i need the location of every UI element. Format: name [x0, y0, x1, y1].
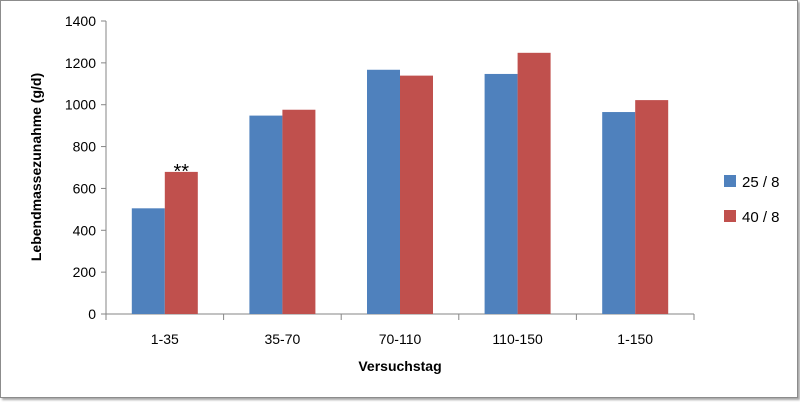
bar-258-70-110: [367, 69, 400, 314]
bar-258-1-35: [131, 208, 165, 314]
y-tick-label: 0: [88, 306, 96, 322]
x-tick-label: 1-35: [151, 331, 179, 347]
x-tick-label: 70-110: [379, 331, 422, 347]
annotations: **: [174, 161, 190, 183]
x-tick-label: 1-150: [617, 331, 653, 347]
legend-label: 40 / 8: [742, 209, 780, 226]
bar-258-110-150: [484, 73, 518, 315]
y-tick-label: 400: [73, 222, 97, 238]
significance-annotation: **: [174, 161, 190, 183]
y-axis-title: Lebendmassezunahme (g/d): [28, 73, 44, 261]
x-tick-label: 35-70: [264, 331, 300, 347]
x-axis-title: Versuchstag: [358, 358, 441, 374]
bars: [131, 52, 669, 315]
y-tick-label: 1000: [65, 97, 96, 113]
x-ticks: 1-35 35-70 70-110 110-150 1-150: [105, 314, 695, 347]
legend-swatch: [724, 175, 736, 187]
bar-408-110-150: [517, 52, 551, 314]
bar-408-1-150: [635, 100, 669, 314]
bar-408-70-110: [400, 75, 433, 315]
x-tick-label: 110-150: [492, 331, 543, 347]
y-ticks: 0 200 400 600 800 1000 1200 1400: [65, 13, 106, 322]
bar-258-35-70: [249, 115, 283, 315]
bar-408-35-70: [282, 109, 316, 314]
legend-swatch: [724, 210, 736, 222]
bar-408-1-35: [164, 171, 198, 314]
y-tick-label: 200: [73, 264, 97, 280]
y-tick-label: 1400: [65, 13, 96, 29]
y-tick-label: 600: [73, 180, 97, 196]
legend-label: 25 / 8: [742, 174, 780, 191]
bar-258-1-150: [602, 112, 636, 315]
y-tick-label: 800: [73, 139, 97, 155]
y-tick-label: 1200: [65, 55, 96, 71]
legend: 25 / 8 40 / 8: [724, 174, 780, 226]
